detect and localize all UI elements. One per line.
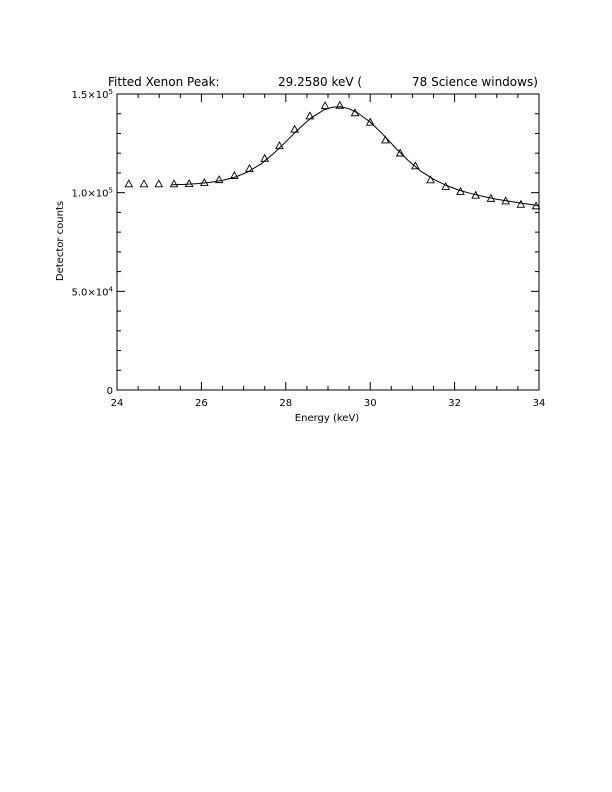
data-point [199, 178, 209, 187]
data-point [350, 108, 360, 117]
data-point [335, 100, 345, 109]
data-point [290, 124, 300, 133]
data-point [245, 163, 254, 172]
data-point [441, 182, 451, 190]
chart-title-energy: 29.2580 keV ( [278, 75, 362, 89]
data-point [516, 199, 526, 208]
y-axis-ticks: 0 5.0×104 1.0×105 1.5×105 [72, 88, 539, 397]
plot-border [116, 93, 540, 391]
chart-title-windows: 78 Science windows) [412, 75, 538, 89]
data-point [395, 148, 405, 157]
x-tick-label: 24 [111, 398, 124, 409]
x-axis-label: Energy (keV) [295, 413, 360, 424]
data-point [486, 193, 496, 202]
data-point [365, 117, 375, 126]
data-point [381, 135, 390, 144]
x-tick-label: 34 [533, 398, 546, 409]
data-point [456, 186, 465, 195]
x-tick-label: 30 [364, 398, 377, 409]
data-point [320, 101, 330, 110]
data-point [124, 179, 134, 188]
data-point [531, 201, 541, 210]
x-tick-label: 32 [448, 398, 461, 409]
y-axis-label: Detector counts [55, 201, 66, 281]
x-tick-label: 26 [195, 398, 208, 409]
data-point [501, 196, 511, 205]
data-point [169, 179, 179, 188]
data-point [275, 141, 284, 150]
data-point [260, 153, 270, 162]
data-point [139, 179, 149, 188]
data-point [305, 111, 315, 120]
fit-curve-group [171, 106, 540, 207]
x-axis-ticks: 24 26 28 30 32 34 [111, 94, 546, 409]
x-tick-label: 28 [279, 398, 292, 409]
y-tick-label: 5.0×104 [72, 285, 114, 298]
data-point [229, 170, 239, 179]
data-point [184, 179, 194, 188]
data-point [410, 161, 420, 170]
y-tick-label: 1.5×105 [72, 88, 113, 101]
data-point [154, 179, 164, 188]
chart-title-label: Fitted Xenon Peak: [108, 75, 220, 89]
fit-curve [171, 106, 540, 207]
data-point [214, 175, 224, 184]
y-tick-label: 1.0×105 [72, 187, 113, 200]
data-point [426, 175, 435, 184]
data-point [471, 190, 481, 199]
y-tick-label: 0 [107, 386, 113, 397]
data-points [124, 100, 541, 210]
plot-frame [116, 93, 540, 391]
